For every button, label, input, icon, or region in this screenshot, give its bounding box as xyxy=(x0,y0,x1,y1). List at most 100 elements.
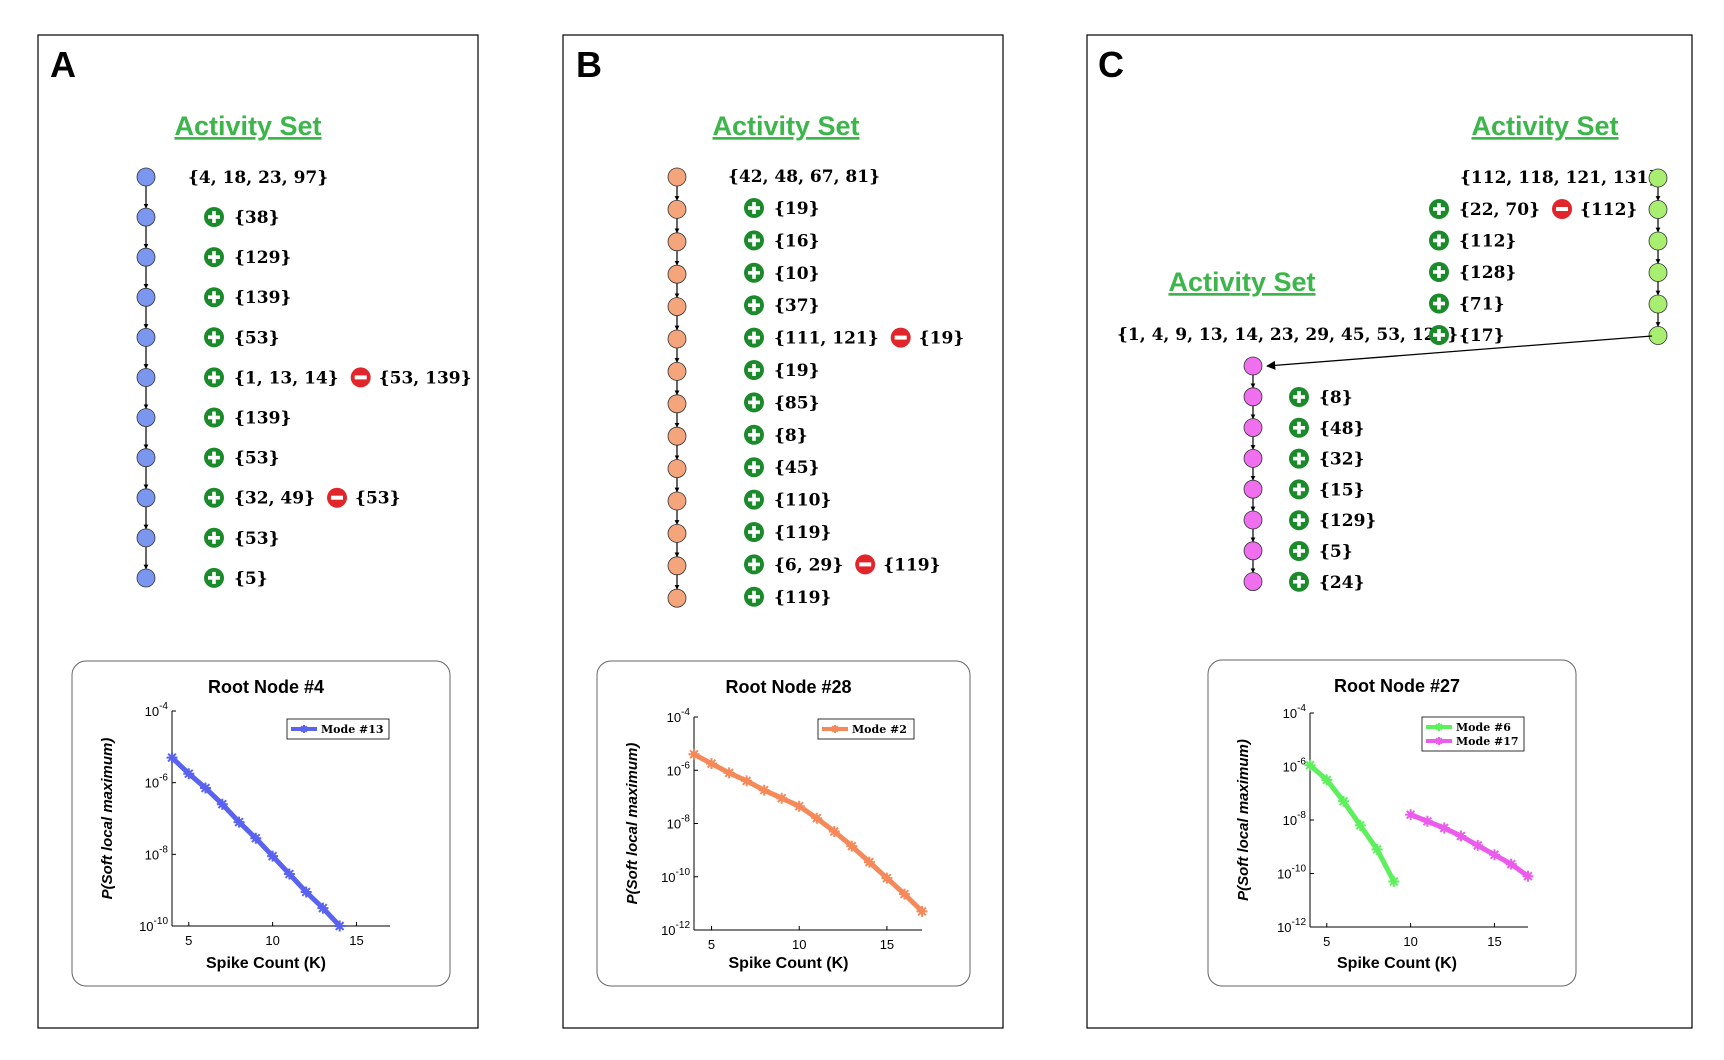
chain-node xyxy=(136,528,156,548)
chart-box xyxy=(71,660,451,987)
data-point-core xyxy=(832,726,838,732)
data-point-core xyxy=(1340,798,1347,805)
add-set: {119} xyxy=(774,523,831,543)
add-set: {45} xyxy=(774,458,820,478)
add-set: {10} xyxy=(774,264,820,284)
add-set: {53} xyxy=(234,529,280,549)
remove-icon-bar xyxy=(331,495,344,500)
chain-step: {10} xyxy=(744,262,820,284)
legend-label: Mode #13 xyxy=(321,723,384,736)
panel-label-a: A xyxy=(50,44,76,85)
chain-root-node xyxy=(1243,356,1263,376)
remove-set: {119} xyxy=(883,555,940,575)
chain-node xyxy=(136,207,156,227)
add-set: {139} xyxy=(234,409,291,429)
add-icon-bar-v xyxy=(1297,545,1301,557)
add-set: {19} xyxy=(774,199,820,219)
chain-node xyxy=(667,491,687,511)
chain-step: {119} xyxy=(744,522,831,543)
x-tick-label: 15 xyxy=(1487,934,1501,949)
chart-title: Root Node #28 xyxy=(725,677,851,697)
chain-step: {15} xyxy=(1289,479,1365,500)
chain-node xyxy=(136,368,156,387)
legend-label: Mode #17 xyxy=(1456,735,1519,748)
chart-box xyxy=(596,660,971,987)
data-point-core xyxy=(883,875,890,882)
chain-node xyxy=(1648,294,1668,314)
add-set: {17} xyxy=(1459,326,1505,346)
data-point-core xyxy=(168,754,176,761)
add-set: {24} xyxy=(1319,573,1365,593)
chain-step: {45} xyxy=(744,457,820,478)
add-icon-bar-v xyxy=(1297,452,1301,465)
add-set: {85} xyxy=(774,393,820,413)
start-set-c2: {1, 4, 9, 13, 14, 23, 29, 45, 53, 121} xyxy=(1117,325,1458,345)
data-point-core xyxy=(319,905,326,912)
legend: Mode #2 xyxy=(817,718,915,740)
chain-node xyxy=(667,524,687,543)
data-point-core xyxy=(866,859,873,866)
x-tick-label: 15 xyxy=(349,933,363,948)
chain-step: {19} xyxy=(744,198,820,219)
chain-step: {22, 70} {112} xyxy=(1429,199,1637,220)
add-set: {1, 13, 14} xyxy=(234,368,339,388)
add-icon-bar-v xyxy=(1297,391,1301,403)
chain-node xyxy=(1648,231,1668,251)
add-set: {32} xyxy=(1319,450,1365,470)
add-set: {5} xyxy=(234,569,268,589)
y-tick-label: 10-4 xyxy=(667,707,691,725)
add-set: {112} xyxy=(1459,232,1516,252)
legend-box xyxy=(286,718,390,740)
legend-box xyxy=(817,718,915,740)
chart-a: Root Node #4 5 10 15 10-4 10-6 10-8 10-10 Spike … xyxy=(71,660,451,987)
data-point-core xyxy=(202,785,209,792)
data-point-core xyxy=(708,760,715,767)
data-point-core xyxy=(743,777,750,784)
add-icon-bar-v xyxy=(1297,575,1301,588)
y-tick-label: 10-6 xyxy=(667,760,691,778)
add-icon-bar-v xyxy=(1297,421,1301,434)
chain-step: {16} xyxy=(744,230,820,251)
legend-label: Mode #6 xyxy=(1456,721,1511,734)
add-icon-bar-v xyxy=(212,211,216,223)
y-tick-label: 10-12 xyxy=(1277,917,1306,935)
add-set: {8} xyxy=(1319,388,1353,408)
data-point-core xyxy=(1474,842,1481,849)
chain-node xyxy=(1243,387,1263,407)
chain-node xyxy=(1243,448,1263,468)
data-point-core xyxy=(1357,822,1364,829)
start-set-c1: {112, 118, 121, 131} xyxy=(1460,168,1659,188)
chain-node xyxy=(667,264,687,284)
add-icon-bar-v xyxy=(212,291,216,304)
chart-box xyxy=(1207,659,1577,987)
y-tick-label: 10-8 xyxy=(667,814,691,832)
x-tick-label: 5 xyxy=(708,937,715,952)
chain-step: {139} xyxy=(204,287,291,308)
chain-step: {110} xyxy=(744,489,831,511)
add-icon-bar-v xyxy=(752,331,756,344)
chain-node xyxy=(667,297,687,317)
chain-node xyxy=(136,408,156,428)
add-icon-bar-v xyxy=(1437,234,1441,247)
y-axis-label: P(Soft local maximum) xyxy=(99,738,116,900)
add-icon-bar-v xyxy=(752,396,756,409)
chain-b: {19} {16} {10} {37} {111, 121} {19} {19} {85} {8… xyxy=(667,167,964,608)
y-tick-label: 10-12 xyxy=(661,920,690,938)
add-icon-bar-v xyxy=(212,331,216,344)
add-icon-bar-v xyxy=(1297,514,1301,527)
chain-node xyxy=(1648,263,1668,282)
chain-step: {53} xyxy=(204,447,280,469)
add-icon-bar-v xyxy=(1297,483,1301,496)
chain-step: {129} xyxy=(204,247,291,268)
data-point-core xyxy=(1390,878,1397,885)
legend-label: Mode #2 xyxy=(852,723,907,736)
data-point-core xyxy=(1374,846,1381,853)
legend: Mode #13 xyxy=(286,718,390,740)
add-set: {8} xyxy=(774,426,808,446)
chain-step: {6, 29} {119} xyxy=(744,554,941,575)
data-point-core xyxy=(1436,724,1442,730)
x-axis-label: Spike Count (K) xyxy=(729,955,849,972)
chain-step: {139} xyxy=(204,407,291,429)
chain-step: {53} xyxy=(204,327,280,348)
add-icon-bar-v xyxy=(752,202,756,214)
